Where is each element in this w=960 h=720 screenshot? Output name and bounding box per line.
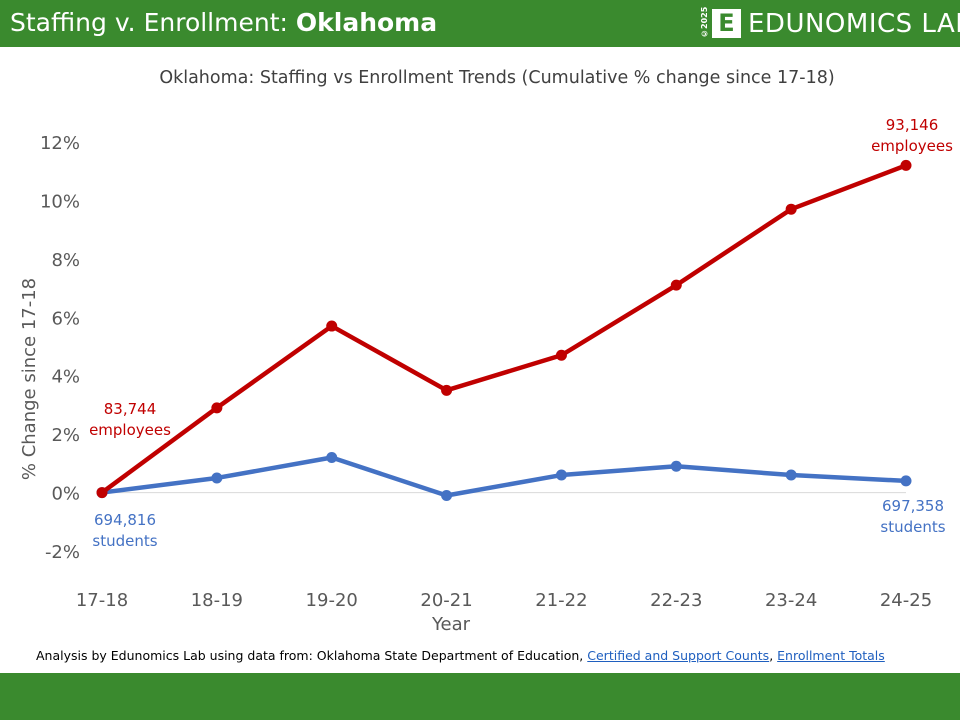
y-tick-label: 12% [40, 133, 80, 154]
line-chart: Oklahoma: Staffing vs Enrollment Trends … [19, 68, 953, 635]
series-layer [96, 159, 912, 501]
series-students [96, 452, 912, 501]
enrollment-totals-link[interactable]: Enrollment Totals [777, 648, 885, 663]
employees-point [96, 487, 108, 499]
students-line [99, 455, 909, 498]
annotation-stu-end: students [880, 518, 945, 536]
annotation-emp-end: 93,146 [886, 116, 939, 134]
source-note-prefix: Analysis by Edunomics Lab using data fro… [36, 648, 588, 663]
x-tick-labels: 17-18 18-19 19-20 20-21 21-22 22-23 23-24 24-25 [76, 590, 932, 611]
source-note: Analysis by Edunomics Lab using data fro… [36, 648, 885, 663]
y-tick-labels: -2% 0% 2% 4% 6% 8% 10% 12% [40, 133, 80, 563]
annotation-emp-start: 83,744 [104, 400, 157, 418]
header-bar: Staffing v. Enrollment: Oklahoma ©2025 E… [0, 0, 960, 47]
x-tick-label: 24-25 [880, 590, 932, 611]
y-tick-label: 2% [51, 425, 80, 446]
x-tick-label: 21-22 [535, 590, 587, 611]
x-tick-label: 23-24 [765, 590, 817, 611]
annotation-stu-start: 694,816 [94, 511, 156, 529]
annotation-emp-end: employees [871, 137, 953, 155]
edunomics-logo-icon: E [712, 9, 741, 38]
y-tick-label: 8% [51, 250, 80, 271]
x-tick-label: 18-19 [191, 590, 243, 611]
employees-point [555, 349, 567, 361]
x-axis-label: Year [431, 614, 471, 635]
students-point [900, 475, 912, 487]
employees-point [785, 203, 797, 215]
copyright-text: ©2025 [700, 6, 709, 38]
page-title: Staffing v. Enrollment: Oklahoma [10, 7, 437, 39]
employees-point [900, 159, 912, 171]
students-point [555, 469, 567, 481]
x-tick-label: 19-20 [306, 590, 358, 611]
brand-name: EDUNOMICS LAB [748, 9, 960, 39]
x-tick-label: 20-21 [420, 590, 472, 611]
series-employees [96, 159, 912, 499]
students-point [326, 452, 338, 464]
y-tick-label: 4% [51, 367, 80, 388]
employees-point [326, 320, 338, 332]
y-tick-label: 10% [40, 191, 80, 212]
annotation-emp-start: employees [89, 421, 171, 439]
y-tick-label: -2% [45, 542, 80, 563]
annotation-stu-start: students [92, 532, 157, 550]
page-title-state: Oklahoma [295, 8, 438, 37]
y-tick-label: 0% [51, 484, 80, 505]
y-tick-label: 6% [51, 308, 80, 329]
employees-point [670, 279, 682, 291]
y-axis-label: % Change since 17-18 [19, 278, 40, 480]
x-tick-label: 17-18 [76, 590, 128, 611]
employees-line [99, 163, 909, 495]
certified-support-counts-link[interactable]: Certified and Support Counts [587, 648, 770, 663]
students-point [211, 472, 223, 484]
source-note-separator: , [769, 648, 778, 663]
annotation-layer: 83,744 employees 93,146 employees 694,816 stu… [89, 116, 953, 550]
students-point [441, 489, 453, 501]
page-title-prefix: Staffing v. Enrollment: [10, 8, 296, 37]
employees-point [211, 402, 223, 414]
students-point [785, 469, 797, 481]
chart-title: Oklahoma: Staffing vs Enrollment Trends … [159, 68, 834, 88]
students-point [670, 460, 682, 472]
annotation-stu-end: 697,358 [882, 497, 944, 515]
brand-block: ©2025 E EDUNOMICS LAB [700, 6, 960, 40]
footer-bar [0, 673, 960, 720]
employees-point [441, 384, 453, 396]
x-tick-label: 22-23 [650, 590, 702, 611]
